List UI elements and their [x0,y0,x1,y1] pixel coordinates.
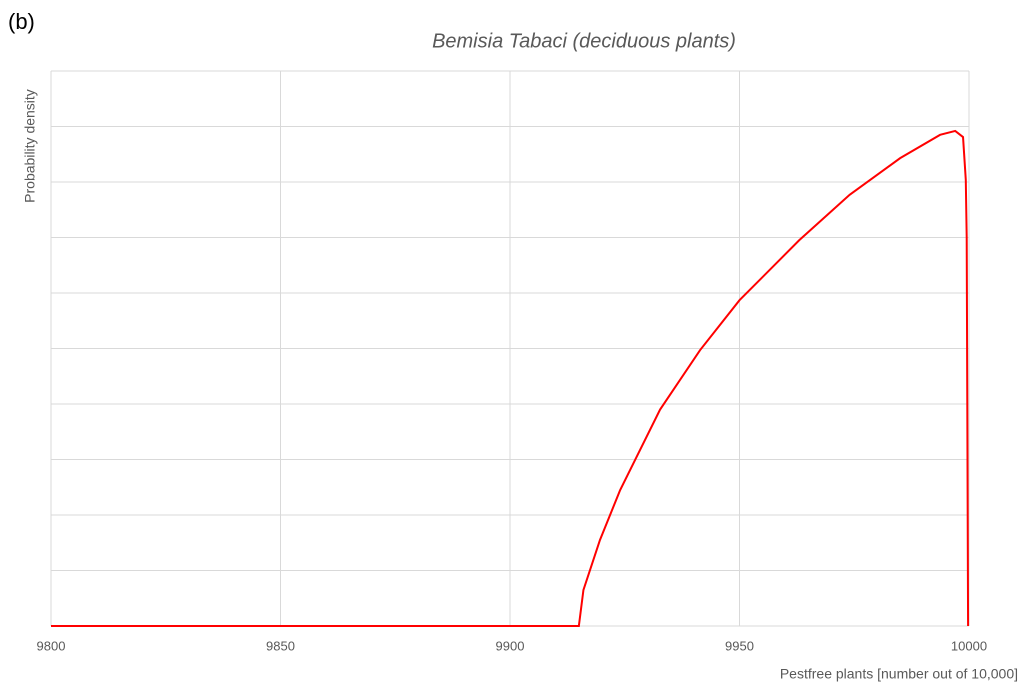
x-tick-label: 9800 [37,638,66,653]
x-tick-label: 9900 [496,638,525,653]
panel-label: (b) [8,9,35,34]
x-tick-label: 9950 [725,638,754,653]
y-axis-label: Probability density [22,89,38,203]
line-series [51,129,970,627]
chart-title: Bemisia Tabaci (deciduous plants) [432,30,736,52]
x-tick-label: 9850 [266,638,295,653]
x-tick-label: 10000 [951,638,987,653]
x-axis-label: Pestfree plants [number out of 10,000] [780,666,1018,682]
